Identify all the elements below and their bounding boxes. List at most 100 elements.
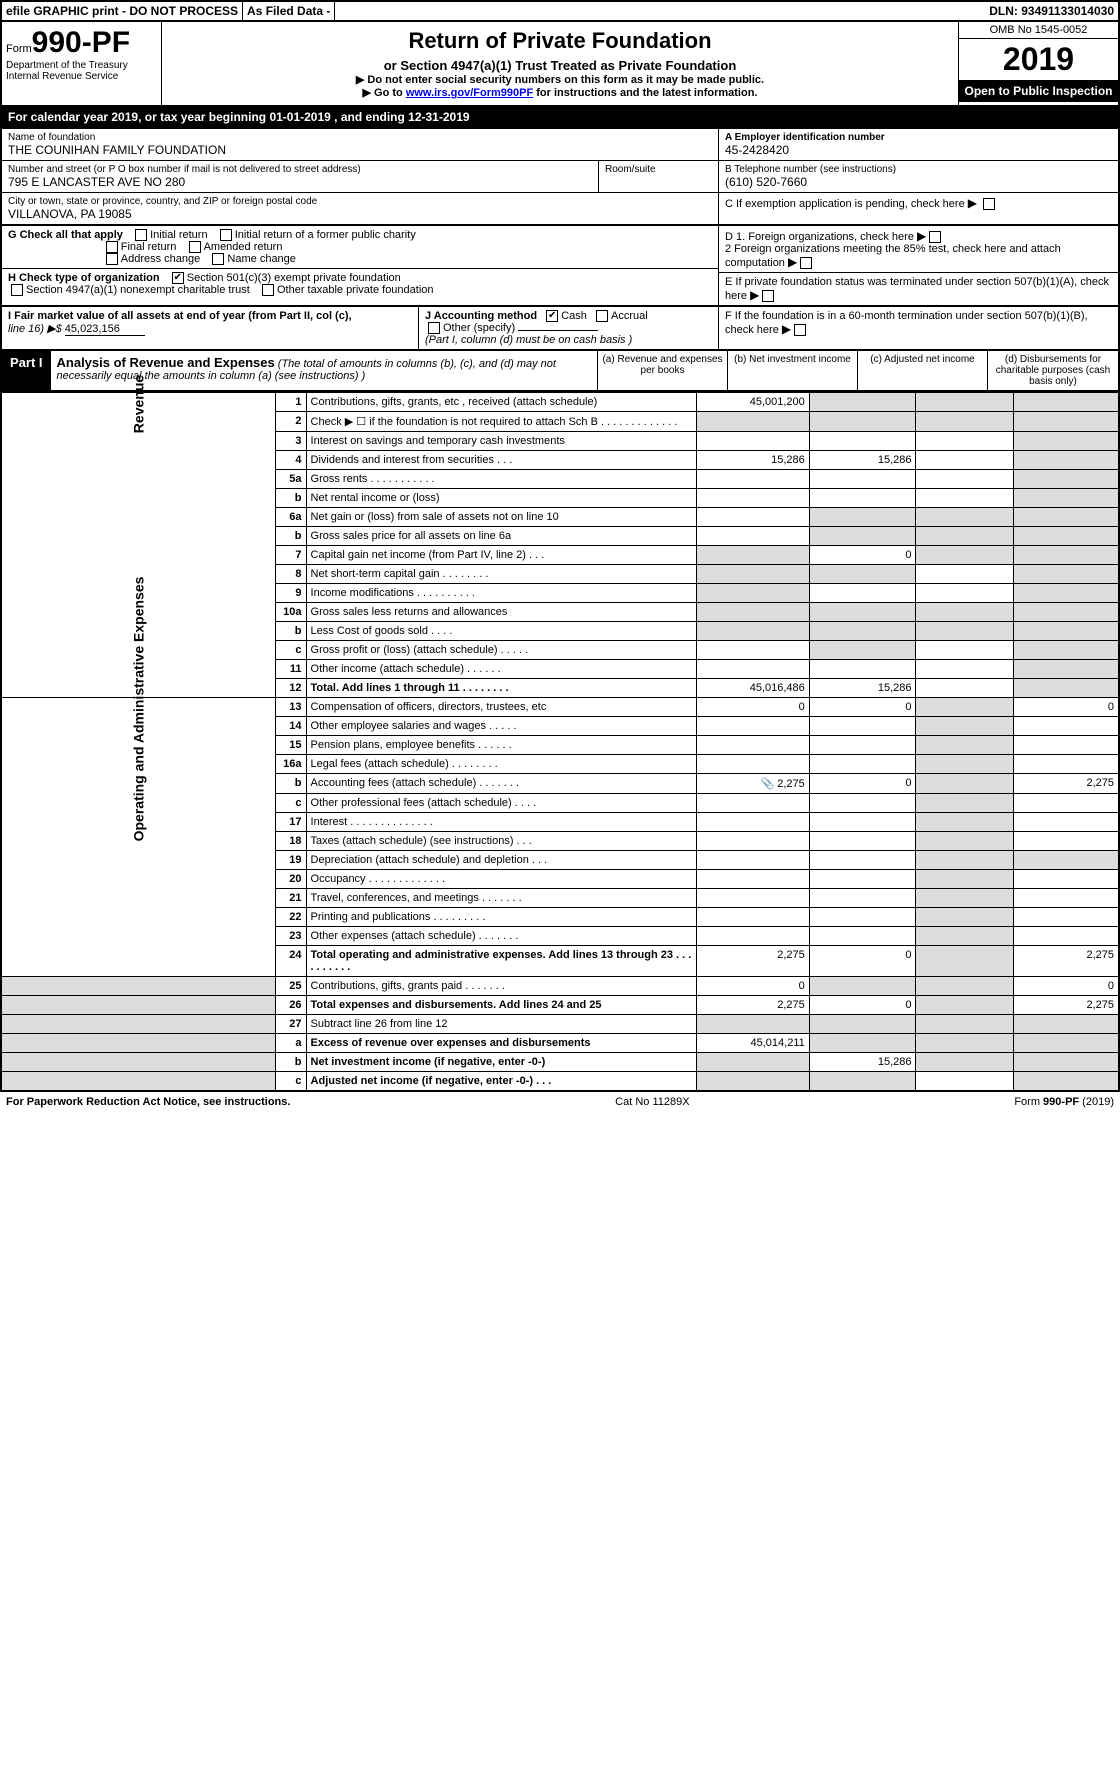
c-label: C If exemption application is pending, c… xyxy=(725,198,965,210)
name-label: Name of foundation xyxy=(8,132,712,143)
form-title: Return of Private Foundation xyxy=(168,28,952,54)
row-27: Subtract line 26 from line 12 xyxy=(306,1015,697,1034)
h-opt1: Section 501(c)(3) exempt private foundat… xyxy=(187,272,401,284)
e-checkbox[interactable] xyxy=(762,290,774,302)
cell-13a: 0 xyxy=(697,698,809,717)
j-other: Other (specify) xyxy=(443,322,515,334)
g-opt2: Initial return of a former public charit… xyxy=(235,229,416,241)
d2-checkbox[interactable] xyxy=(800,257,812,269)
as-filed: As Filed Data - xyxy=(243,2,335,20)
g-opt6: Name change xyxy=(227,253,296,265)
cell-25d: 0 xyxy=(1014,977,1119,996)
row-24: Total operating and administrative expen… xyxy=(306,946,697,977)
g-label: G Check all that apply xyxy=(8,229,123,241)
cell-16bd: 2,275 xyxy=(1014,774,1119,794)
cell-12b: 15,286 xyxy=(809,679,916,698)
dept-line2: Internal Revenue Service xyxy=(6,71,157,82)
row-7: Capital gain net income (from Part IV, l… xyxy=(306,546,697,565)
row-21: Travel, conferences, and meetings . . . … xyxy=(306,889,697,908)
row-2: Check ▶ ☐ if the foundation is not requi… xyxy=(306,412,697,432)
row-23: Other expenses (attach schedule) . . . .… xyxy=(306,927,697,946)
e-label: E If private foundation status was termi… xyxy=(725,276,1109,302)
j-chk-cash[interactable]: ✔ xyxy=(546,310,558,322)
j-chk-other[interactable] xyxy=(428,322,440,334)
g-chk-initial-former[interactable] xyxy=(220,229,232,241)
row-11: Other income (attach schedule) . . . . .… xyxy=(306,660,697,679)
cell-26d: 2,275 xyxy=(1014,996,1119,1015)
tax-year: 2019 xyxy=(959,39,1118,80)
j-label: J Accounting method xyxy=(425,310,537,322)
g-opt1: Initial return xyxy=(150,229,207,241)
footer-mid: Cat No 11289X xyxy=(615,1096,689,1108)
row-10b: Less Cost of goods sold . . . . xyxy=(306,622,697,641)
row-5a: Gross rents . . . . . . . . . . . xyxy=(306,470,697,489)
cell-24d: 2,275 xyxy=(1014,946,1119,977)
dept-line1: Department of the Treasury xyxy=(6,60,157,71)
part1-title: Analysis of Revenue and Expenses xyxy=(57,355,275,370)
row-16a: Legal fees (attach schedule) . . . . . .… xyxy=(306,755,697,774)
cell-16ba: 2,275 xyxy=(777,778,805,790)
g-chk-address[interactable] xyxy=(106,253,118,265)
section-gh: G Check all that apply Initial return In… xyxy=(0,226,1120,307)
row-10c: Gross profit or (loss) (attach schedule)… xyxy=(306,641,697,660)
cell-4b: 15,286 xyxy=(809,451,916,470)
g-chk-amended[interactable] xyxy=(189,241,201,253)
g-chk-final[interactable] xyxy=(106,241,118,253)
arrow-icon: ▶ xyxy=(788,255,797,269)
g-chk-initial[interactable] xyxy=(135,229,147,241)
h-chk-501c3[interactable]: ✔ xyxy=(172,272,184,284)
instr-2b: for instructions and the latest informat… xyxy=(533,87,757,99)
d1-label: D 1. Foreign organizations, check here xyxy=(725,231,914,243)
calendar-year: For calendar year 2019, or tax year begi… xyxy=(0,107,1120,129)
row-16c: Other professional fees (attach schedule… xyxy=(306,794,697,813)
arrow-icon: ▶ xyxy=(750,288,759,302)
room-label: Room/suite xyxy=(605,164,712,175)
cell-27bb: 15,286 xyxy=(809,1053,916,1072)
irs-link[interactable]: www.irs.gov/Form990PF xyxy=(406,87,533,99)
form-prefix: Form xyxy=(6,43,32,55)
row-9: Income modifications . . . . . . . . . . xyxy=(306,584,697,603)
g-opt5: Address change xyxy=(121,253,201,265)
dln: DLN: 93491133014030 xyxy=(985,2,1118,20)
row-27a: Excess of revenue over expenses and disb… xyxy=(306,1034,697,1053)
row-13: Compensation of officers, directors, tru… xyxy=(306,698,697,717)
row-5b: Net rental income or (loss) xyxy=(306,489,697,508)
row-22: Printing and publications . . . . . . . … xyxy=(306,908,697,927)
j-chk-accrual[interactable] xyxy=(596,310,608,322)
g-chk-name[interactable] xyxy=(212,253,224,265)
row-27b: Net investment income (if negative, ente… xyxy=(306,1053,697,1072)
instr-2a: ▶ Go to xyxy=(363,87,406,99)
city-label: City or town, state or province, country… xyxy=(8,196,712,207)
cell-24b: 0 xyxy=(809,946,916,977)
part1-header: Part I Analysis of Revenue and Expenses … xyxy=(0,351,1120,392)
h-chk-4947[interactable] xyxy=(11,284,23,296)
cell-13d: 0 xyxy=(1014,698,1119,717)
cell-1a: 45,001,200 xyxy=(697,393,809,412)
attachment-icon[interactable]: 📎 xyxy=(760,777,774,790)
form-subtitle: or Section 4947(a)(1) Trust Treated as P… xyxy=(168,58,952,73)
city-value: VILLANOVA, PA 19085 xyxy=(8,207,712,221)
i-label: I Fair market value of all assets at end… xyxy=(8,310,352,322)
g-opt3: Final return xyxy=(121,241,177,253)
footer: For Paperwork Reduction Act Notice, see … xyxy=(0,1092,1120,1112)
row-17: Interest . . . . . . . . . . . . . . xyxy=(306,813,697,832)
col-b-hdr: (b) Net investment income xyxy=(728,351,858,390)
arrow-icon: ▶ xyxy=(968,196,977,210)
cell-24a: 2,275 xyxy=(697,946,809,977)
row-6a: Net gain or (loss) from sale of assets n… xyxy=(306,508,697,527)
row-16b: Accounting fees (attach schedule) . . . … xyxy=(306,774,697,794)
part1-table: Revenue 1Contributions, gifts, grants, e… xyxy=(0,392,1120,1092)
d1-checkbox[interactable] xyxy=(929,231,941,243)
ein-value: 45-2428420 xyxy=(725,143,1112,157)
entity-info: Name of foundation THE COUNIHAN FAMILY F… xyxy=(0,129,1120,226)
c-checkbox[interactable] xyxy=(983,198,995,210)
cell-4a: 15,286 xyxy=(697,451,809,470)
ein-label: A Employer identification number xyxy=(725,132,1112,143)
row-10a: Gross sales less returns and allowances xyxy=(306,603,697,622)
row-25: Contributions, gifts, grants paid . . . … xyxy=(306,977,697,996)
arrow-icon: ▶ xyxy=(917,229,926,243)
cell-26a: 2,275 xyxy=(697,996,809,1015)
f-checkbox[interactable] xyxy=(794,324,806,336)
j-accrual: Accrual xyxy=(611,310,648,322)
h-chk-other[interactable] xyxy=(262,284,274,296)
